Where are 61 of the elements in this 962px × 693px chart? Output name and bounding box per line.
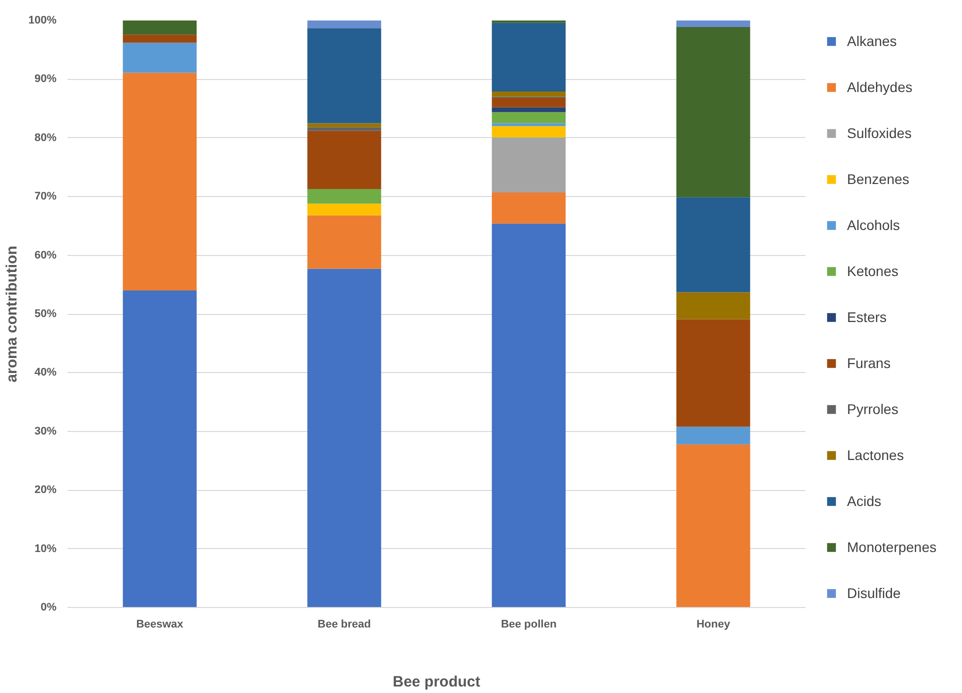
x-tick-label: Bee pollen xyxy=(500,618,557,630)
bar xyxy=(122,42,197,73)
legend-label: Benzenes xyxy=(847,170,910,189)
x-axis-title: Bee product xyxy=(392,674,480,690)
legend-label: Pyrroles xyxy=(847,400,898,419)
y-tick-label: 90% xyxy=(34,73,57,86)
bar xyxy=(307,215,382,269)
legend-label: Monoterpenes xyxy=(847,538,937,557)
y-tick-label: 70% xyxy=(34,190,57,203)
bar xyxy=(676,426,750,444)
y-tick-label: 10% xyxy=(34,542,57,555)
legend-label: Lactones xyxy=(847,446,904,465)
x-tick-label: Honey xyxy=(696,618,731,630)
bar xyxy=(492,98,566,108)
bar xyxy=(307,20,382,28)
legend-label: Sulfoxides xyxy=(847,124,912,143)
bar xyxy=(122,72,197,291)
bar xyxy=(676,444,750,608)
bar xyxy=(492,224,566,608)
legend-label: Furans xyxy=(847,354,891,373)
legend-label: Alcohols xyxy=(847,216,900,235)
y-tick-label: 50% xyxy=(34,308,57,320)
y-tick-label: 80% xyxy=(34,132,57,144)
y-tick-label: 0% xyxy=(40,602,57,614)
bar xyxy=(122,290,197,608)
bar xyxy=(122,20,197,35)
bar xyxy=(492,126,566,138)
bar xyxy=(676,319,750,427)
bar xyxy=(492,107,566,112)
bar xyxy=(492,192,566,224)
bar xyxy=(307,268,382,608)
bar xyxy=(492,22,566,92)
legend-label: Acids xyxy=(847,492,882,511)
legend-label: Disulfide xyxy=(847,584,901,603)
legend-label: Aldehydes xyxy=(847,78,912,97)
bar xyxy=(307,123,382,128)
bar xyxy=(492,112,566,124)
bar xyxy=(676,26,750,198)
y-tick-label: 60% xyxy=(34,249,57,262)
y-tick-label: 100% xyxy=(28,14,57,26)
legend-label: Alkanes xyxy=(847,32,897,51)
bar xyxy=(492,137,566,192)
x-tick-label: Bee bread xyxy=(318,618,371,630)
y-axis-title: aroma contribution xyxy=(3,246,20,382)
y-tick-label: 20% xyxy=(34,484,57,496)
bar xyxy=(307,130,382,189)
x-tick-label: Beeswax xyxy=(136,618,184,630)
bar xyxy=(307,188,382,204)
bar xyxy=(307,28,382,124)
bar xyxy=(676,197,750,292)
bar xyxy=(307,127,382,131)
y-tick-label: 30% xyxy=(34,425,57,438)
bar xyxy=(492,92,566,97)
bar xyxy=(676,292,750,320)
bar xyxy=(492,123,566,126)
bar xyxy=(307,204,382,216)
y-tick-label: 40% xyxy=(34,366,57,379)
bar xyxy=(122,34,197,43)
bar xyxy=(676,20,750,27)
legend-label: Esters xyxy=(847,308,887,327)
legend-label: Ketones xyxy=(847,262,898,281)
